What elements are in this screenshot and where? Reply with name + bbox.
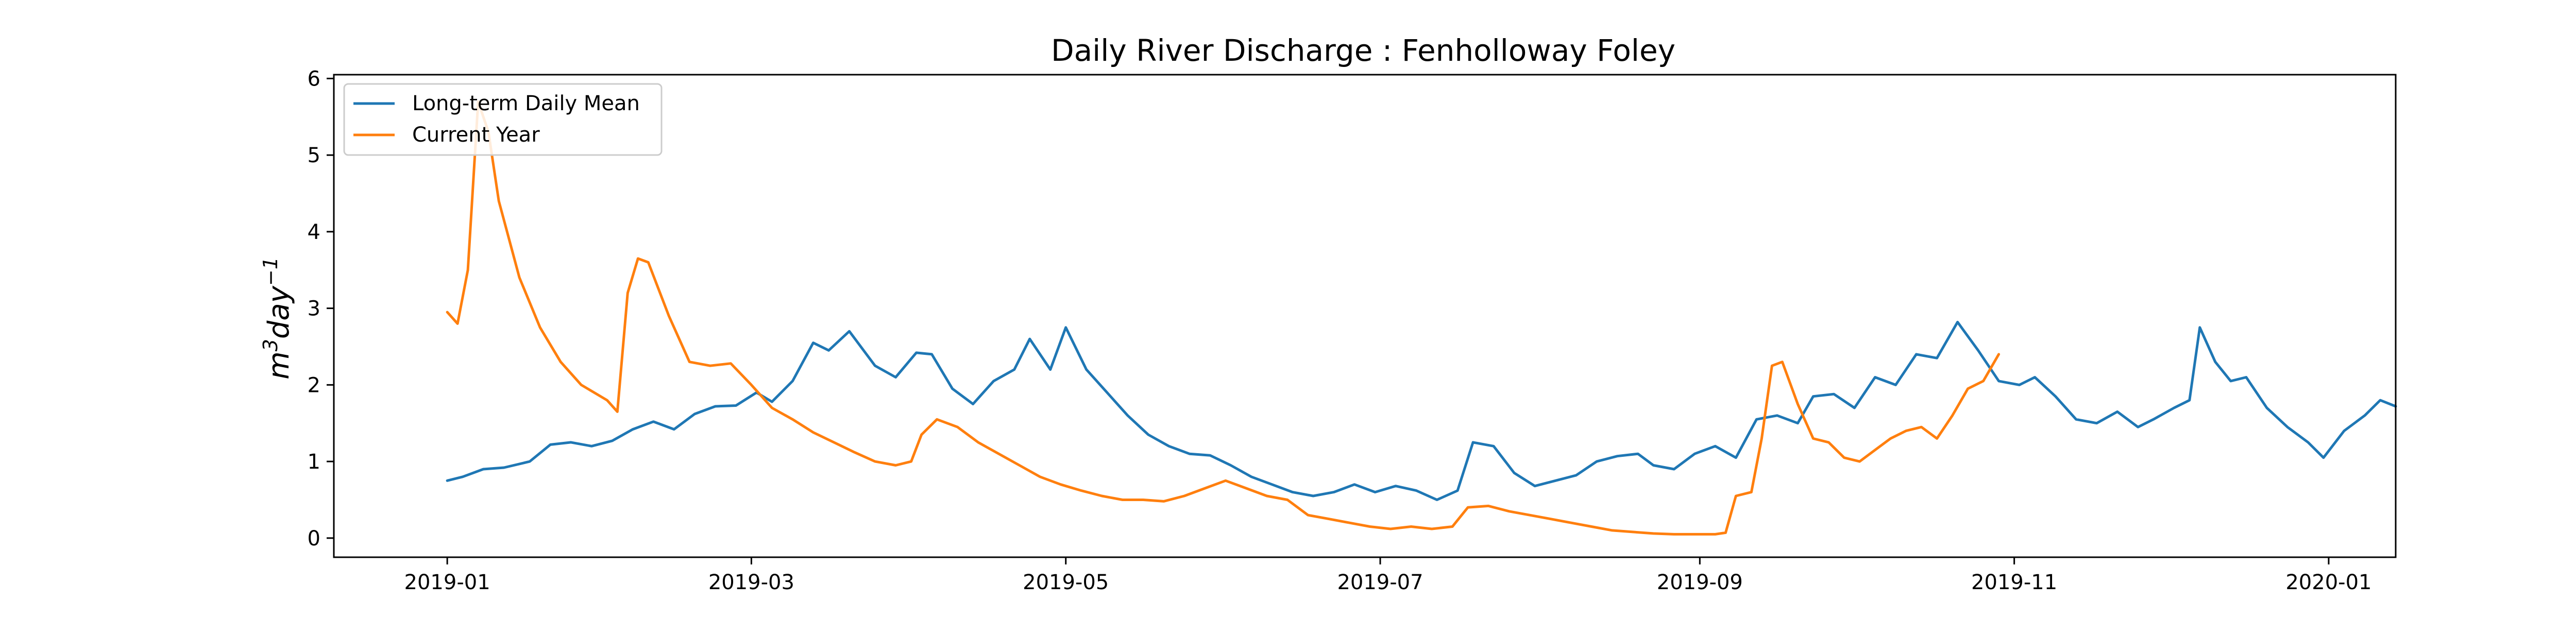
y-tick-label: 0 <box>308 527 320 551</box>
series-line-long-term-daily-mean <box>446 320 2397 501</box>
y-tick-label: 1 <box>308 450 320 474</box>
legend-label-current-year: Current Year <box>412 123 540 147</box>
x-tick-label: 2019-07 <box>1337 571 1423 594</box>
plot-area-frame <box>333 74 2397 558</box>
chart-title: Daily River Discharge : Fenholloway Fole… <box>1051 33 1675 68</box>
y-tick-label: 2 <box>308 373 320 397</box>
y-tick-label: 3 <box>308 297 320 321</box>
y-tick-label: 4 <box>308 220 320 244</box>
legend-box <box>343 83 663 156</box>
y-tick-label: 5 <box>308 144 320 167</box>
y-tick-label: 6 <box>308 67 320 91</box>
y-axis-ticks: 0 1 2 3 4 5 6 <box>308 67 334 551</box>
x-tick-label: 2019-05 <box>1023 571 1109 594</box>
series-line-current-year <box>446 100 2001 536</box>
legend: Long-term Daily Mean Current Year <box>343 83 663 156</box>
x-tick-label: 2019-01 <box>404 571 490 594</box>
x-tick-label: 2019-11 <box>1971 571 2057 594</box>
x-tick-label: 2020-01 <box>2285 571 2371 594</box>
y-axis-label: m3day−1 <box>259 257 296 380</box>
x-tick-label: 2019-03 <box>708 571 794 594</box>
legend-label-long-term-mean: Long-term Daily Mean <box>412 92 640 115</box>
x-axis-ticks: 2019-01 2019-03 2019-05 2019-07 2019-09 2019-… <box>404 557 2372 594</box>
x-tick-label: 2019-09 <box>1657 571 1743 594</box>
series-lines <box>446 100 2397 536</box>
